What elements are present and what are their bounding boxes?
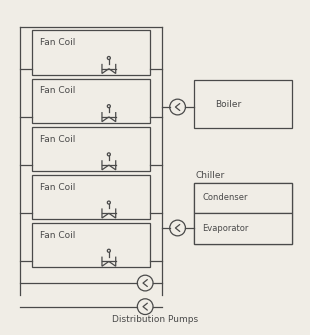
- Text: Boiler: Boiler: [215, 99, 242, 109]
- Bar: [194, 213, 293, 244]
- Text: Fan Coil: Fan Coil: [40, 38, 75, 47]
- Bar: [194, 183, 293, 244]
- Bar: [32, 78, 150, 123]
- Text: Condenser: Condenser: [202, 194, 248, 202]
- Bar: [32, 30, 150, 75]
- Bar: [194, 80, 293, 128]
- Bar: [32, 223, 150, 267]
- Text: Chiller: Chiller: [195, 171, 224, 180]
- Text: Fan Coil: Fan Coil: [40, 231, 75, 240]
- Text: Fan Coil: Fan Coil: [40, 86, 75, 95]
- Text: Fan Coil: Fan Coil: [40, 135, 75, 144]
- Text: Evaporator: Evaporator: [202, 224, 249, 233]
- Bar: [194, 183, 293, 213]
- Text: Distribution Pumps: Distribution Pumps: [112, 315, 198, 324]
- Text: Fan Coil: Fan Coil: [40, 183, 75, 192]
- Bar: [32, 127, 150, 171]
- Bar: [32, 175, 150, 219]
